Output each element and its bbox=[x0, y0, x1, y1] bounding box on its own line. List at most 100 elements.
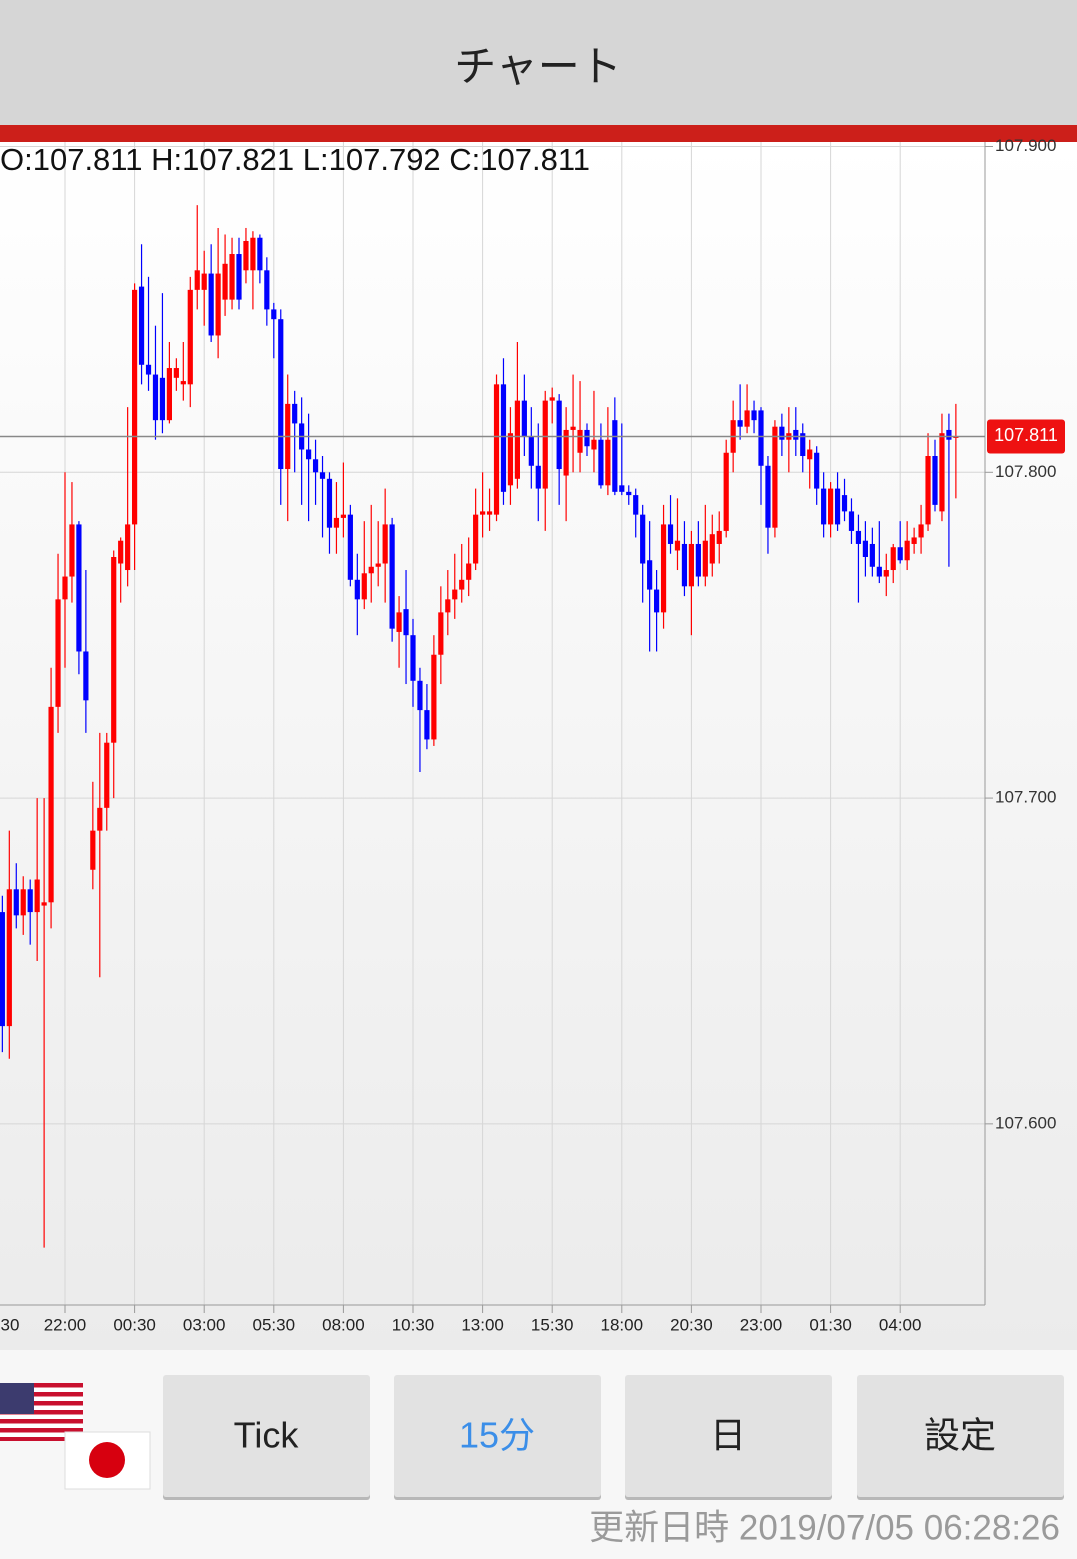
x-tick-label: 01:30 bbox=[809, 1315, 852, 1334]
candle-body bbox=[507, 433, 514, 486]
candle-body bbox=[758, 410, 764, 466]
update-time: 更新日時 2019/07/05 06:28:26 bbox=[589, 1508, 1060, 1547]
y-tick-label: 107.800 bbox=[995, 462, 1056, 481]
candle-body bbox=[333, 517, 340, 528]
candle-body bbox=[222, 263, 228, 300]
candle-body bbox=[159, 377, 166, 421]
candle-body bbox=[278, 319, 284, 470]
candle-body bbox=[62, 576, 68, 600]
header-bar bbox=[0, 0, 1077, 125]
candle-body bbox=[918, 524, 924, 538]
candle-body bbox=[521, 400, 527, 437]
button-bar: Tick 15分 日 設定 bbox=[163, 1375, 1064, 1500]
candle-body bbox=[340, 514, 346, 518]
candle-body bbox=[445, 599, 451, 613]
candle-body bbox=[821, 488, 827, 525]
candle-body bbox=[27, 889, 33, 913]
button-label[interactable]: 15分 bbox=[459, 1415, 535, 1456]
candle-body bbox=[187, 289, 193, 385]
candle-body bbox=[563, 429, 569, 476]
candle-body bbox=[848, 511, 855, 531]
button-label[interactable]: 設定 bbox=[924, 1415, 996, 1456]
candle-body bbox=[424, 710, 430, 740]
button[interactable] bbox=[394, 1375, 601, 1497]
candle-body bbox=[841, 495, 848, 512]
candle-body bbox=[772, 426, 778, 528]
candle-body bbox=[473, 514, 479, 564]
button[interactable] bbox=[625, 1375, 832, 1497]
candle-body bbox=[417, 680, 423, 711]
candle-body bbox=[674, 540, 681, 551]
candle-body bbox=[702, 540, 708, 577]
candle-body bbox=[208, 273, 214, 336]
candle-body bbox=[890, 547, 896, 571]
button-label[interactable]: 日 bbox=[710, 1415, 746, 1456]
candle-body bbox=[828, 488, 834, 525]
candle-body bbox=[396, 612, 402, 632]
candle-body bbox=[619, 485, 625, 492]
x-tick-label: 08:00 bbox=[322, 1315, 365, 1334]
candle-body bbox=[215, 273, 221, 336]
chart: 107.900 107.800 107.700 107.600 30 22:00 00:30… bbox=[0, 136, 1065, 1334]
candle-body bbox=[556, 400, 562, 470]
candle-body bbox=[598, 439, 604, 486]
candle-body bbox=[654, 589, 660, 613]
candle-body bbox=[361, 573, 367, 600]
candle-body bbox=[194, 270, 200, 290]
candle-body bbox=[319, 472, 326, 479]
candle-body bbox=[883, 570, 889, 577]
button-label[interactable]: Tick bbox=[234, 1415, 300, 1456]
x-tick-label: 23:00 bbox=[740, 1315, 783, 1334]
ohlc-readout: O:107.811 H:107.821 L:107.792 C:107.811 bbox=[0, 142, 590, 177]
candle-body bbox=[542, 400, 548, 489]
current-price-label: 107.811 bbox=[994, 425, 1058, 445]
candle-body bbox=[577, 429, 583, 453]
us-flag bbox=[0, 1383, 83, 1441]
candle-body bbox=[549, 397, 555, 401]
candle-body bbox=[55, 599, 61, 707]
candle-body bbox=[793, 429, 799, 440]
candle-body bbox=[118, 540, 124, 564]
candle-body bbox=[236, 254, 242, 300]
candle-body bbox=[535, 465, 541, 489]
candle-body bbox=[125, 524, 131, 571]
candle-body bbox=[640, 514, 646, 564]
candle-body bbox=[862, 540, 868, 557]
candle-body bbox=[138, 286, 145, 365]
candle-body bbox=[660, 524, 667, 613]
candle-body bbox=[486, 511, 493, 515]
candle-body bbox=[438, 612, 444, 655]
candle-body bbox=[814, 452, 820, 489]
button[interactable] bbox=[857, 1375, 1064, 1497]
candle-body bbox=[709, 534, 715, 564]
candle-body bbox=[480, 511, 486, 515]
candle-body bbox=[166, 368, 172, 421]
candle-body bbox=[375, 563, 381, 567]
candle-body bbox=[946, 429, 952, 440]
candle-body bbox=[354, 579, 360, 600]
candle-body bbox=[132, 289, 138, 525]
candle-body bbox=[800, 433, 806, 457]
candle-body bbox=[500, 384, 507, 492]
candle-body bbox=[452, 589, 458, 600]
candle-body bbox=[897, 547, 903, 561]
candle-body bbox=[76, 524, 82, 652]
candle-body bbox=[292, 403, 298, 424]
y-tick-label: 107.600 bbox=[995, 1113, 1056, 1132]
candle-body bbox=[243, 240, 249, 271]
candle-body bbox=[807, 449, 813, 460]
candle-body bbox=[876, 566, 882, 577]
x-tick-label: 18:00 bbox=[601, 1315, 644, 1334]
button[interactable] bbox=[163, 1375, 370, 1497]
candle-body bbox=[584, 429, 590, 447]
x-tick-label: 22:00 bbox=[44, 1315, 87, 1334]
x-tick-label: 00:30 bbox=[113, 1315, 156, 1334]
candle-body bbox=[69, 524, 75, 577]
candle-body bbox=[869, 543, 875, 567]
candle-body bbox=[368, 566, 374, 574]
candle-body bbox=[459, 579, 465, 590]
candle-body bbox=[389, 524, 395, 629]
current-price-badge bbox=[987, 419, 1065, 454]
